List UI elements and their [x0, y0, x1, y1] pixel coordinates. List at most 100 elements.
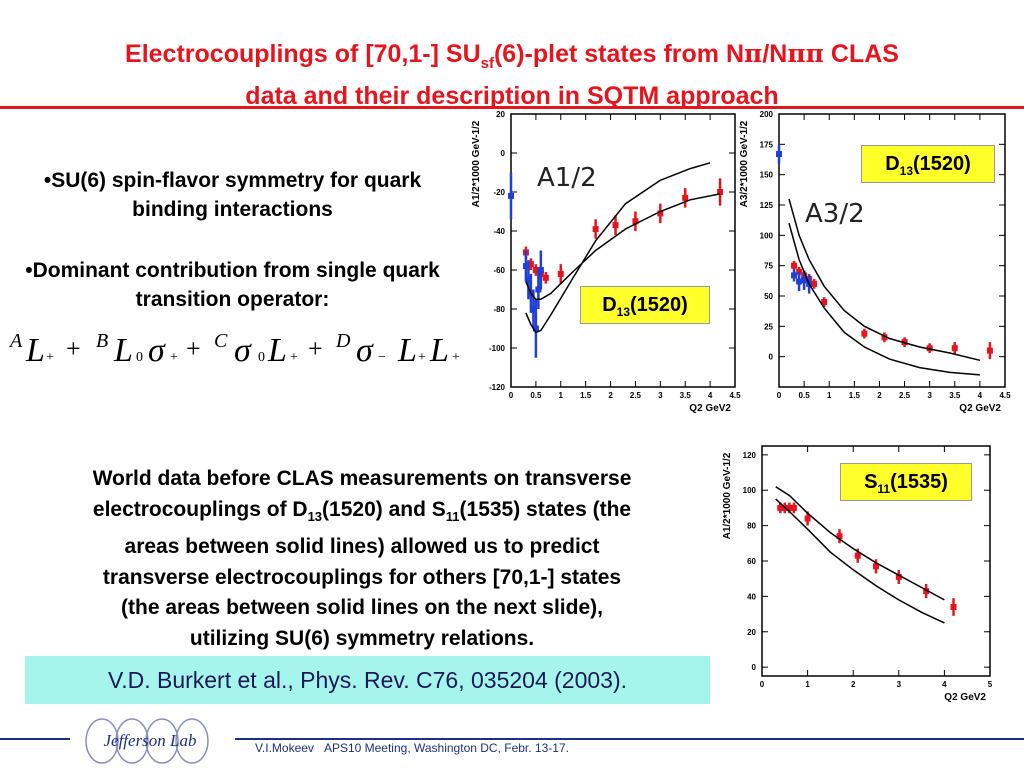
x-tick-label: 0: [777, 391, 782, 400]
world-data-paragraph: World data before CLAS measurements on t…: [22, 464, 702, 654]
op-l: L: [398, 332, 417, 369]
paragraph-line: areas between solid lines) allowed us to…: [124, 535, 600, 559]
footer-text: V.I.Mokeev APS10 Meeting, Washington DC,…: [255, 741, 569, 755]
y-tick-label: 120: [743, 451, 757, 460]
x-tick-label: 4: [978, 391, 983, 400]
amplitude-label: A3/2: [805, 199, 865, 229]
data-point: [530, 306, 537, 312]
y-tick-label: -40: [493, 227, 505, 236]
y-tick-label: 80: [747, 522, 756, 531]
sub: +: [452, 350, 460, 365]
y-axis-label: A1/2*1000 GeV-1/2: [722, 452, 733, 539]
data-point: [522, 263, 529, 270]
sub: +: [170, 350, 178, 365]
data-point: [657, 210, 664, 217]
model-curve: [788, 198, 981, 362]
y-tick-label: 100: [743, 486, 757, 495]
data-point: [861, 330, 868, 337]
sub: 0: [136, 350, 143, 365]
data-point: [632, 218, 639, 225]
x-tick-label: 2: [851, 680, 856, 689]
y-tick-label: 20: [747, 628, 756, 637]
x-tick-label: 4.5: [999, 391, 1011, 400]
plus: +: [66, 334, 81, 363]
coef-c: C: [214, 330, 228, 352]
model-curve: [775, 498, 945, 624]
data-point: [821, 299, 828, 306]
op-sigma: σ: [356, 332, 373, 369]
transition-operator-formula: A L + + B L 0 σ + + C σ 0 L + + D σ − L …: [6, 330, 466, 374]
x-tick-label: 1: [805, 680, 810, 689]
amplitude-label: A1/2: [537, 163, 597, 193]
data-point: [873, 563, 879, 570]
paragraph-line: electrocouplings of D13(1520) and S11(15…: [92, 497, 632, 524]
data-point: [527, 261, 534, 268]
paragraph-line: (the areas between solid lines on the ne…: [121, 596, 603, 620]
bullet-su6: •SU(6) spin-flavor symmetry for quark bi…: [43, 169, 422, 221]
y-tick-label: 20: [496, 110, 505, 119]
plot-d13-a12: 0 0.5 1 1.5 2 2.5 3 3.5 4 4.5 20 0 -20 -40 -60 -80 -100 -…: [471, 110, 741, 414]
data-point: [532, 267, 539, 273]
data-point: [854, 552, 861, 559]
title-line-2: data and their description in SQTM appro…: [245, 82, 779, 110]
state-label-d13-a12: D13(1520): [580, 286, 710, 324]
paragraph-line: utilizing SU(6) symmetry relations.: [189, 626, 535, 650]
model-curve: [525, 162, 711, 334]
x-tick-label: 1.5: [580, 391, 592, 400]
state-label-d13-a32: D13(1520): [861, 145, 995, 183]
plot-frame: [778, 113, 1006, 388]
model-curve: [775, 486, 945, 601]
x-tick-label: 3.5: [949, 391, 961, 400]
y-tick-label: 100: [760, 231, 774, 240]
state-label-s11: S11(1535): [840, 463, 972, 501]
op-l: L: [26, 332, 45, 369]
sub: +: [290, 350, 298, 365]
x-tick-label: 3: [897, 680, 902, 689]
y-tick-label: 50: [764, 292, 773, 301]
y-tick-label: -80: [493, 305, 505, 314]
model-curve: [788, 222, 980, 376]
op-sigma: σ: [234, 332, 251, 369]
footer-author: V.I.Mokeev: [255, 741, 314, 755]
y-tick-label: 175: [760, 140, 774, 149]
y-tick-label: -120: [489, 383, 506, 392]
data-point: [790, 504, 797, 511]
paragraph-line: transverse electrocouplings for others […: [102, 565, 622, 589]
data-point: [542, 274, 549, 281]
plot-s11-a12: 0 1 2 3 4 5 120 100 80 60 40 20 0 Q2 GeV2 A1/2*1000 Ge…: [722, 445, 993, 703]
x-tick-label: 2: [608, 391, 613, 400]
sub: +: [418, 350, 426, 365]
plot-frame: [510, 113, 736, 388]
plot-d13-a32: 0 0.5 1 1.5 2 2.5 3 3.5 4 4.5 200 175 150 125 100 75 50 2…: [739, 110, 1011, 414]
y-tick-label: 40: [747, 592, 756, 601]
sub: −: [378, 350, 386, 365]
data-point: [804, 515, 811, 522]
data-point: [532, 325, 539, 332]
coef-d: D: [336, 330, 351, 352]
y-tick-label: 125: [760, 201, 774, 210]
x-tick-label: 0: [509, 391, 514, 400]
plus: +: [308, 334, 323, 363]
y-tick-label: 75: [764, 262, 773, 271]
title-line-1: Electrocouplings of [70,1-] SUsf(6)-plet…: [125, 39, 899, 72]
x-tick-label: 4: [708, 391, 713, 400]
paragraph-line: World data before CLAS measurements on t…: [92, 467, 632, 490]
data-point: [777, 504, 784, 511]
jefferson-lab-logo: Jefferson Lab: [85, 718, 209, 764]
data-point: [926, 345, 933, 352]
data-point: [811, 280, 818, 287]
x-tick-label: 2: [877, 391, 882, 400]
citation-box: V.D. Burkert et al., Phys. Rev. C76, 035…: [25, 656, 710, 704]
slide-title: Electrocouplings of [70,1-] SUsf(6)-plet…: [40, 38, 984, 112]
x-tick-label: 4.5: [729, 391, 741, 400]
op-sigma: σ: [148, 332, 165, 369]
y-tick-label: 0: [501, 149, 506, 158]
y-axis-label: A3/2*1000 GeV-1/2: [739, 120, 750, 207]
data-point: [791, 262, 798, 269]
data-point: [836, 533, 843, 540]
data-point: [717, 189, 724, 195]
footer-meeting: APS10 Meeting, Washington DC, Febr. 13-1…: [323, 741, 569, 755]
y-tick-label: 60: [747, 557, 756, 566]
data-point: [923, 588, 930, 595]
